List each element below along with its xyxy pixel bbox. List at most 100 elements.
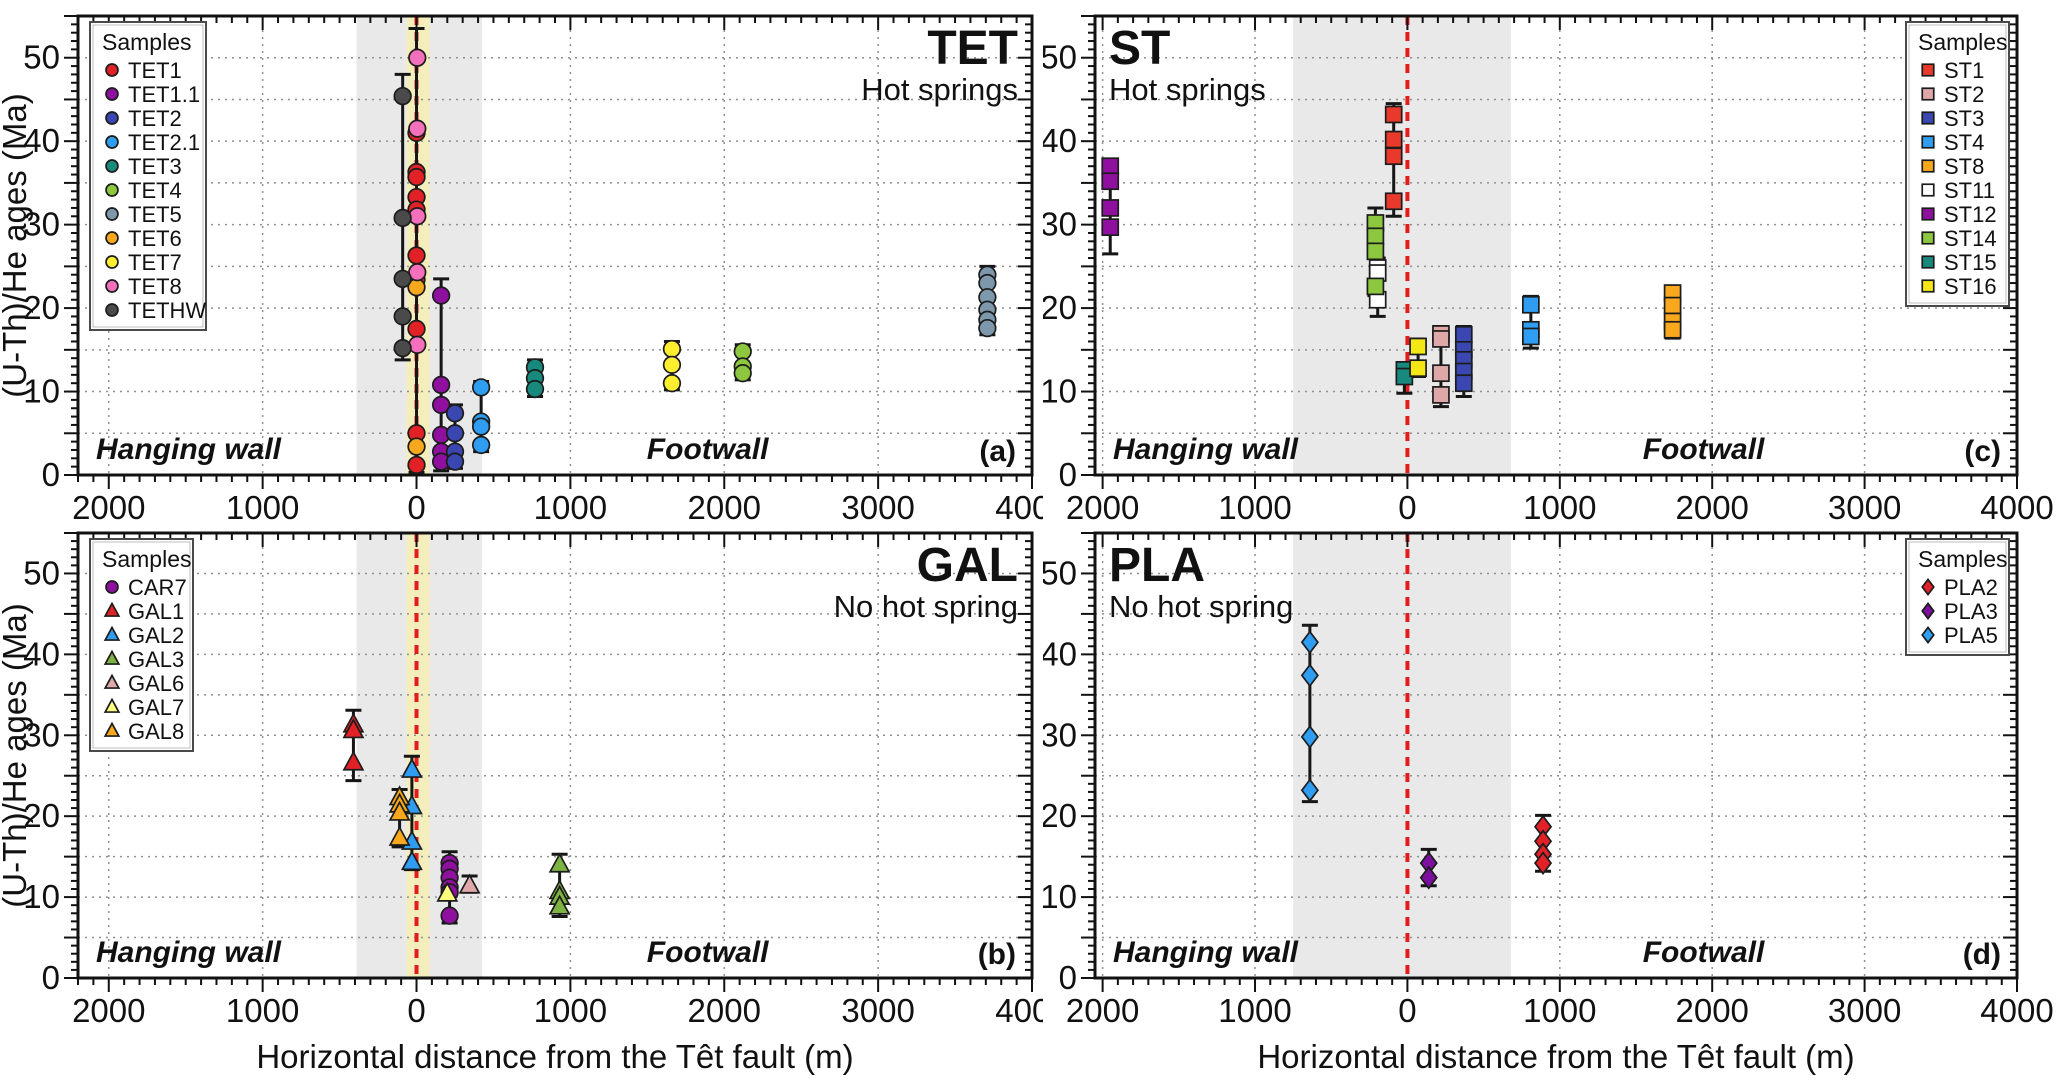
series-GAL8 <box>388 785 411 846</box>
svg-text:GAL8: GAL8 <box>128 719 184 744</box>
svg-text:ST1: ST1 <box>1944 58 1984 83</box>
panel-d-pla-plot: 2000 1000 0 1000 2000 3000 4000 0 10 20 30 40 50 PLAN… <box>1043 531 2054 1075</box>
fault-zone-bands <box>1293 533 1512 978</box>
svg-text:ST8: ST8 <box>1944 154 1984 179</box>
svg-text:2000: 2000 <box>688 489 761 522</box>
svg-text:2000: 2000 <box>1675 489 1748 522</box>
svg-text:No hot spring: No hot spring <box>1109 589 1293 624</box>
svg-text:ST16: ST16 <box>1944 274 1997 299</box>
plot-frame <box>1093 14 2019 477</box>
series-TET8 <box>408 48 427 354</box>
svg-text:50: 50 <box>1043 39 1077 76</box>
svg-text:TET5: TET5 <box>128 202 182 227</box>
y-tick-labels: 0 10 20 30 40 50 <box>1043 554 1077 996</box>
series-PLA2 <box>1533 814 1553 876</box>
svg-text:50: 50 <box>1043 554 1077 591</box>
axis-ticks <box>1081 15 2018 489</box>
svg-text:3000: 3000 <box>841 489 914 522</box>
svg-text:1000: 1000 <box>534 489 607 522</box>
series-ST8 <box>1663 284 1682 339</box>
svg-text:1000: 1000 <box>1218 489 1291 522</box>
svg-text:ST12: ST12 <box>1944 202 1997 227</box>
svg-text:0: 0 <box>1398 489 1416 522</box>
svg-text:Samples: Samples <box>102 546 191 572</box>
y-tick-labels: 0 10 20 30 40 50 <box>23 554 60 996</box>
svg-text:ST: ST <box>1109 22 1170 75</box>
svg-text:0: 0 <box>1059 456 1077 493</box>
svg-text:3000: 3000 <box>1828 992 1901 1029</box>
series-ST3 <box>1454 325 1473 393</box>
series-ST1 <box>1384 105 1403 211</box>
svg-text:GAL2: GAL2 <box>128 623 184 648</box>
svg-text:2000: 2000 <box>72 992 145 1029</box>
svg-text:ST11: ST11 <box>1944 178 1995 203</box>
series-TET2.1 <box>471 378 491 455</box>
series-ST16 <box>1409 337 1427 378</box>
svg-text:10: 10 <box>23 373 60 410</box>
x-tick-labels: 2000 1000 0 1000 2000 3000 4000 <box>1066 489 2054 522</box>
svg-text:PLA2: PLA2 <box>1944 575 1998 600</box>
svg-text:ST4: ST4 <box>1944 130 1984 155</box>
series-TET6 <box>407 278 426 456</box>
series-PLA3 <box>1419 851 1438 890</box>
x-tick-labels: 2000 1000 0 1000 2000 3000 4000 <box>1066 992 2054 1029</box>
svg-text:No hot spring: No hot spring <box>834 589 1018 624</box>
footwall-label: Footwall <box>1643 433 1765 466</box>
svg-text:20: 20 <box>1043 797 1077 834</box>
svg-text:40: 40 <box>1043 122 1077 159</box>
svg-text:TET2.1: TET2.1 <box>128 130 200 155</box>
svg-text:0: 0 <box>42 959 60 996</box>
svg-text:50: 50 <box>23 39 60 76</box>
corner-label: (c) <box>1964 435 2001 468</box>
plot-frame <box>1093 531 2019 980</box>
corner-label: (b) <box>978 938 1016 971</box>
svg-text:TET: TET <box>927 22 1018 75</box>
svg-text:ST14: ST14 <box>1944 226 1997 251</box>
svg-text:2000: 2000 <box>1675 992 1748 1029</box>
svg-text:GAL6: GAL6 <box>128 671 184 696</box>
axis-ticks <box>64 532 1033 992</box>
legend: SamplesTET1TET1.1TET2TET2.1TET3TET4TET5T… <box>89 21 207 331</box>
footwall-label: Footwall <box>647 936 769 969</box>
svg-text:4000: 4000 <box>995 992 1043 1029</box>
series-TET1.1 <box>431 286 451 471</box>
series-GAL7 <box>436 881 459 902</box>
svg-text:Samples: Samples <box>102 29 191 55</box>
svg-text:0: 0 <box>1059 959 1077 996</box>
series-GAL1 <box>342 712 365 771</box>
axis-ticks <box>1081 532 2018 992</box>
svg-text:Hot springs: Hot springs <box>1109 72 1266 107</box>
series-TET2 <box>445 404 465 471</box>
series-TET4 <box>733 342 752 383</box>
x-tick-labels: 2000 1000 0 1000 2000 3000 4000 <box>72 992 1043 1029</box>
footwall-label: Footwall <box>647 433 769 466</box>
series-PLA5 <box>1300 630 1319 803</box>
svg-text:2000: 2000 <box>1066 489 1139 522</box>
svg-text:50: 50 <box>23 554 60 591</box>
plot-frame <box>76 531 1034 980</box>
corner-label: (a) <box>979 435 1016 468</box>
svg-text:0: 0 <box>407 489 425 522</box>
svg-text:Samples: Samples <box>1918 29 2007 55</box>
svg-text:TETHW: TETHW <box>128 298 206 323</box>
svg-text:0: 0 <box>407 992 425 1029</box>
svg-text:30: 30 <box>23 716 60 753</box>
series-ST12 <box>1101 157 1120 236</box>
svg-text:1000: 1000 <box>534 992 607 1029</box>
svg-text:10: 10 <box>23 878 60 915</box>
series-ST2 <box>1432 325 1450 404</box>
svg-text:TET2: TET2 <box>128 106 182 131</box>
x-tick-labels: 2000 1000 0 1000 2000 3000 4000 <box>72 489 1043 522</box>
svg-text:4000: 4000 <box>995 489 1043 522</box>
svg-text:1000: 1000 <box>1523 489 1596 522</box>
svg-text:2000: 2000 <box>1066 992 1139 1029</box>
fault-zone-bands <box>356 16 482 475</box>
series-ST4 <box>1522 295 1540 346</box>
svg-text:0: 0 <box>1398 992 1416 1029</box>
svg-text:2000: 2000 <box>72 489 145 522</box>
